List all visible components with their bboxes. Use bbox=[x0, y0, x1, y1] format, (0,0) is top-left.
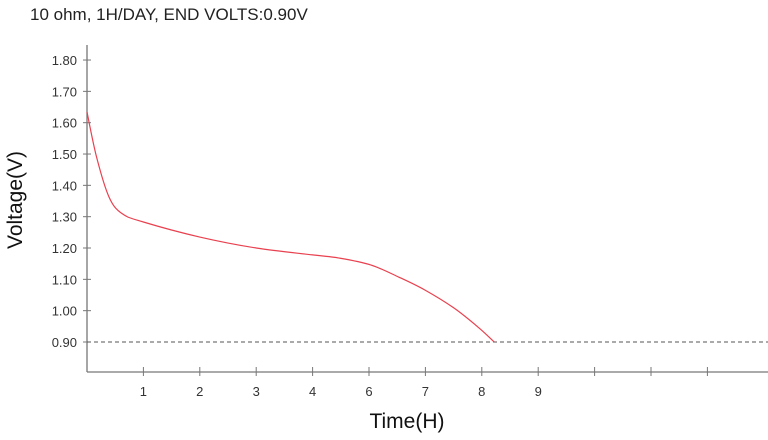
x-tick-label: 2 bbox=[196, 384, 203, 399]
x-tick-label: 1 bbox=[140, 384, 147, 399]
y-tick-label: 1.00 bbox=[52, 304, 77, 319]
y-tick-label: 1.40 bbox=[52, 178, 77, 193]
x-tick-label: 8 bbox=[478, 384, 485, 399]
x-axis-title: Time(H) bbox=[369, 410, 444, 433]
x-tick-label: 6 bbox=[365, 384, 372, 399]
x-tick-label: 3 bbox=[253, 384, 260, 399]
x-ticks: 1 2 3 4 6 7 8 9 bbox=[140, 367, 708, 399]
x-tick-label: 4 bbox=[309, 384, 316, 399]
y-tick-label: 1.20 bbox=[52, 241, 77, 256]
y-axis-title: Voltage(V) bbox=[4, 151, 27, 249]
y-tick-label: 1.10 bbox=[52, 272, 77, 287]
y-tick-label: 1.50 bbox=[52, 147, 77, 162]
y-tick-label: 1.60 bbox=[52, 116, 77, 131]
y-tick-label: 0.90 bbox=[52, 335, 77, 350]
series bbox=[86, 111, 768, 343]
y-tick-label: 1.30 bbox=[52, 210, 77, 225]
axes bbox=[86, 45, 768, 373]
y-ticks: 1.80 1.70 1.60 1.50 1.40 1.30 1.20 1.10 1.00 0.90 bbox=[52, 53, 91, 350]
chart-title: 10 ohm, 1H/DAY, END VOLTS:0.90V bbox=[30, 5, 308, 24]
discharge-curve bbox=[86, 111, 495, 343]
x-tick-label: 7 bbox=[422, 384, 429, 399]
x-tick-label: 9 bbox=[535, 384, 542, 399]
y-tick-label: 1.70 bbox=[52, 84, 77, 99]
y-tick-label: 1.80 bbox=[52, 53, 77, 68]
